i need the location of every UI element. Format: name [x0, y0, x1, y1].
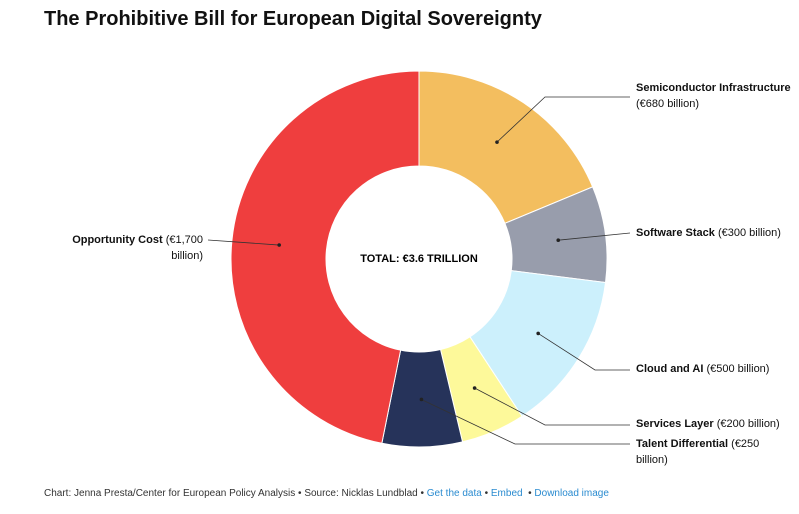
leader-line — [537, 333, 630, 371]
donut-segment — [230, 70, 420, 444]
credit: Chart: Jenna Presta/Center for European … — [44, 488, 296, 499]
leader-line — [558, 232, 631, 241]
leader-dot — [472, 386, 477, 390]
category-name: Semiconductor Infrastructure — [636, 82, 791, 94]
footer: Chart: Jenna Presta/Center for European … — [44, 488, 609, 499]
source: Source: Nicklas Lundblad — [304, 488, 418, 499]
leader-line — [474, 387, 630, 426]
slice-label: Cloud and AI (€500 billion) — [636, 361, 791, 377]
value-label: (€1,700 billion) — [165, 234, 203, 262]
center-label: TOTAL: €3.6 TRILLION — [360, 253, 478, 265]
slice-label: Services Layer (€200 billion) — [636, 416, 791, 432]
link[interactable]: Embed — [490, 488, 523, 499]
category-name: Cloud and AI — [636, 363, 704, 375]
value-label: (€500 billion) — [706, 363, 770, 375]
leader-line — [421, 399, 630, 445]
chart-title: The Prohibitive Bill for European Digita… — [44, 8, 542, 30]
slice-label: Software Stack (€300 billion) — [636, 225, 791, 241]
category-name: Services Layer — [636, 418, 714, 430]
leader-dot — [536, 331, 540, 336]
slice-label: Talent Differential (€250 billion) — [636, 436, 791, 468]
donut-segment — [418, 70, 594, 224]
leader-dot — [556, 238, 561, 243]
category-name: Opportunity Cost — [72, 234, 163, 246]
leader-dot — [419, 397, 424, 402]
leader-dot — [495, 140, 499, 144]
leader-line — [207, 239, 280, 246]
value-label: (€300 billion) — [717, 227, 781, 239]
leader-line — [496, 96, 630, 143]
slice-label: Semiconductor Infrastructure (€680 billi… — [636, 80, 791, 112]
slice-label: Opportunity Cost (€1,700 billion) — [48, 232, 203, 264]
category-name: Talent Differential — [636, 438, 729, 450]
value-label: (€200 billion) — [716, 418, 780, 430]
category-name: Software Stack — [636, 227, 715, 239]
link[interactable]: Download image — [534, 488, 609, 499]
value-label: (€250 billion) — [636, 438, 760, 466]
link[interactable]: Get the data — [426, 488, 482, 499]
leader-dot — [277, 243, 281, 247]
value-label: (€680 billion) — [636, 98, 699, 110]
